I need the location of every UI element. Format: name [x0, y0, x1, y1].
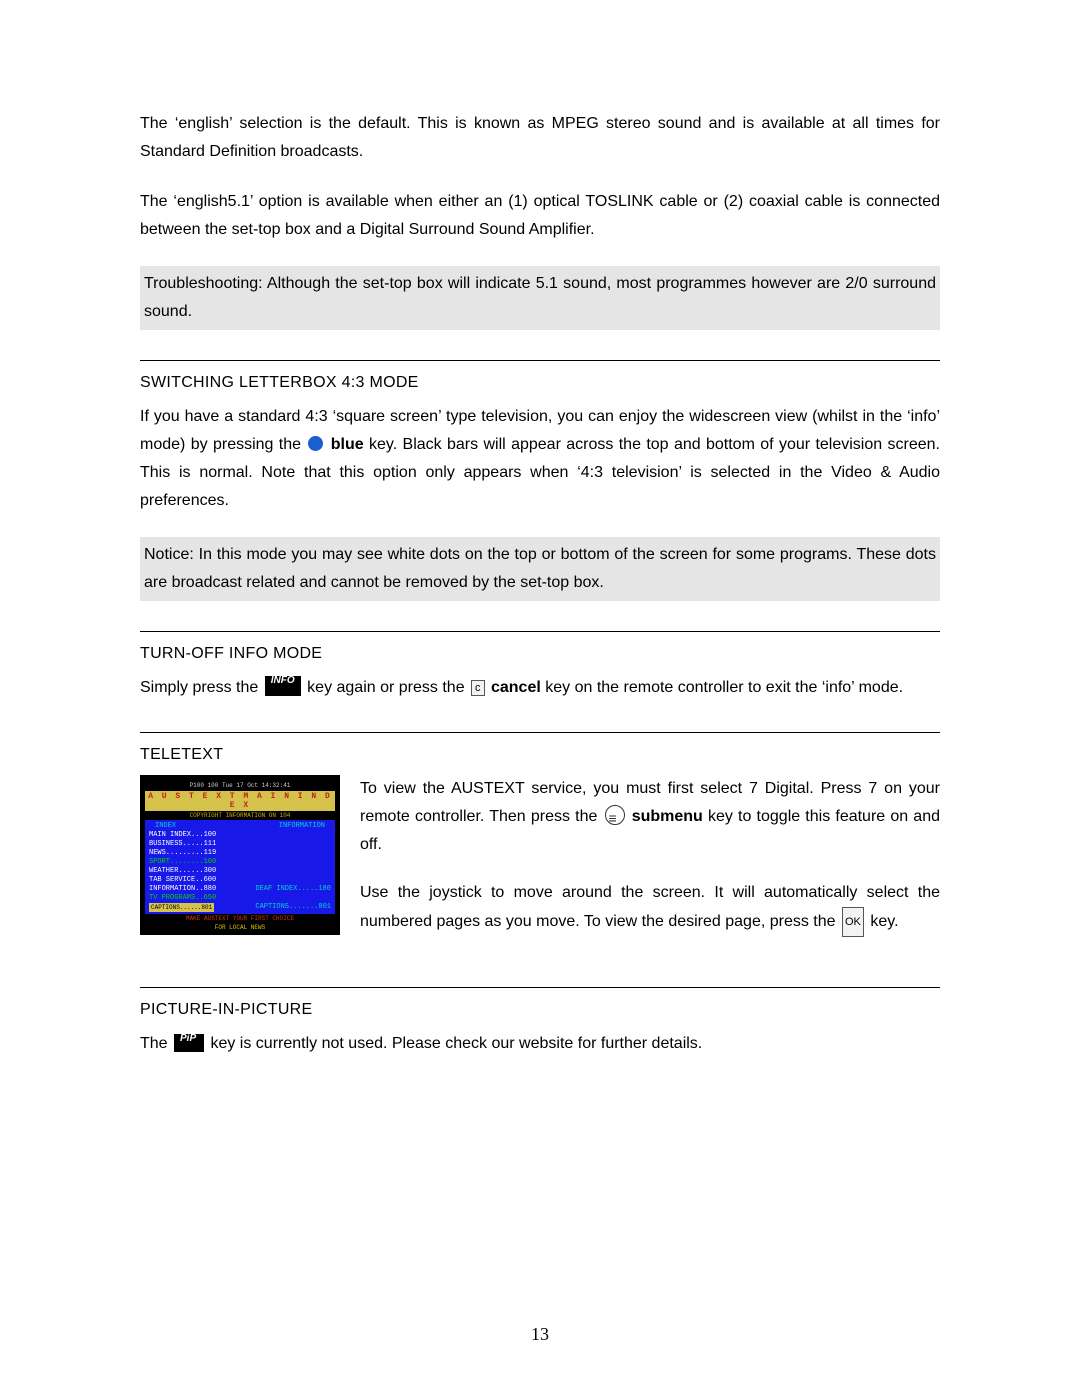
divider — [140, 732, 940, 733]
paragraph-english51: The ‘english5.1’ option is available whe… — [140, 188, 940, 244]
austext-col-info: INFORMATION — [279, 822, 325, 831]
austext-header: P100 100 Tue 17 Oct 14:32:41 — [145, 780, 335, 791]
text: The — [140, 1035, 172, 1052]
text: key is currently not used. Please check … — [206, 1035, 702, 1052]
paragraph-english-default: The ‘english’ selection is the default. … — [140, 110, 940, 166]
divider — [140, 360, 940, 361]
heading-teletext: TELETEXT — [140, 741, 940, 769]
submenu-key-icon — [605, 805, 625, 825]
page-number: 13 — [0, 1324, 1080, 1345]
austext-bottom: NATIONAL NEWS INDEX PAGE 120 — [145, 932, 335, 935]
text: key on the remote controller to exit the… — [541, 679, 903, 696]
text: Simply press the — [140, 679, 263, 696]
heading-letterbox: SWITCHING LETTERBOX 4:3 MODE — [140, 369, 940, 397]
paragraph-letterbox: If you have a standard 4:3 ‘square scree… — [140, 403, 940, 515]
document-page: The ‘english’ selection is the default. … — [0, 0, 1080, 1397]
teletext-text: To view the AUSTEXT service, you must fi… — [360, 775, 940, 957]
heading-turnoff-info: TURN-OFF INFO MODE — [140, 640, 940, 668]
notice-white-dots: Notice: In this mode you may see white d… — [140, 537, 940, 601]
divider — [140, 987, 940, 988]
austext-captions-badge: CAPTIONS......801 — [149, 903, 214, 912]
text: key. — [866, 913, 899, 930]
teletext-row: P100 100 Tue 17 Oct 14:32:41 A U S T E X… — [140, 775, 940, 957]
austext-screenshot: P100 100 Tue 17 Oct 14:32:41 A U S T E X… — [140, 775, 340, 935]
ok-key-icon: OK — [842, 907, 864, 937]
pip-key-icon — [174, 1034, 204, 1052]
paragraph-pip: The key is currently not used. Please ch… — [140, 1030, 940, 1058]
cancel-label: cancel — [487, 679, 541, 696]
info-key-icon — [265, 676, 301, 696]
austext-body: INDEX INFORMATION MAIN INDEX...100 BUSIN… — [145, 820, 335, 914]
cancel-key-icon: c — [471, 680, 485, 696]
blue-key-icon — [308, 436, 323, 451]
austext-copyright: COPYRIGHT INFORMATION ON 104 — [145, 811, 335, 820]
divider — [140, 631, 940, 632]
austext-title: A U S T E X T M A I N I N D E X — [145, 791, 335, 811]
austext-local-news: FOR LOCAL NEWS — [145, 923, 335, 932]
blue-label: blue — [325, 436, 363, 453]
text: key again or press the — [303, 679, 469, 696]
notice-troubleshooting: Troubleshooting: Although the set-top bo… — [140, 266, 940, 330]
submenu-label: submenu — [627, 808, 703, 825]
austext-col-index: INDEX — [155, 822, 176, 831]
austext-first-choice: MAKE AUSTEXT YOUR FIRST CHOICE — [145, 914, 335, 923]
heading-pip: PICTURE-IN-PICTURE — [140, 996, 940, 1024]
paragraph-turnoff: Simply press the key again or press the … — [140, 674, 940, 702]
